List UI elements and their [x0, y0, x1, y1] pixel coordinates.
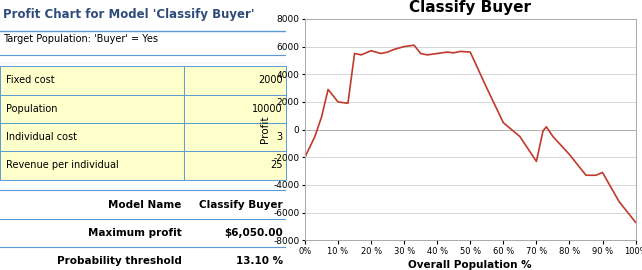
Text: Profit Chart for Model 'Classify Buyer': Profit Chart for Model 'Classify Buyer': [3, 8, 254, 21]
Text: 13.10 %: 13.10 %: [236, 256, 283, 266]
Bar: [184, 123, 286, 151]
Text: 2000: 2000: [258, 75, 283, 85]
Text: $6,050.00: $6,050.00: [224, 228, 283, 238]
Text: Revenue per individual: Revenue per individual: [6, 160, 119, 170]
Text: 25: 25: [270, 160, 283, 170]
Bar: [184, 66, 286, 94]
Bar: [184, 151, 286, 180]
Text: Individual cost: Individual cost: [6, 132, 76, 142]
Bar: [0, 151, 184, 180]
Text: 3: 3: [277, 132, 283, 142]
Text: Fixed cost: Fixed cost: [6, 75, 55, 85]
Bar: [0, 94, 184, 123]
Bar: [184, 94, 286, 123]
Title: Classify Buyer: Classify Buyer: [409, 0, 532, 15]
Text: Probability threshold: Probability threshold: [56, 256, 182, 266]
Text: Target Population: 'Buyer' = Yes: Target Population: 'Buyer' = Yes: [3, 34, 158, 44]
Text: 10000: 10000: [252, 104, 283, 114]
X-axis label: Overall Population %: Overall Population %: [408, 260, 532, 270]
Text: Maximum profit: Maximum profit: [88, 228, 182, 238]
Bar: [0, 66, 184, 94]
Text: Model Name: Model Name: [108, 200, 182, 210]
Text: Population: Population: [6, 104, 57, 114]
Text: Classify Buyer: Classify Buyer: [199, 200, 283, 210]
Bar: [0, 123, 184, 151]
Y-axis label: Profit: Profit: [261, 116, 270, 143]
